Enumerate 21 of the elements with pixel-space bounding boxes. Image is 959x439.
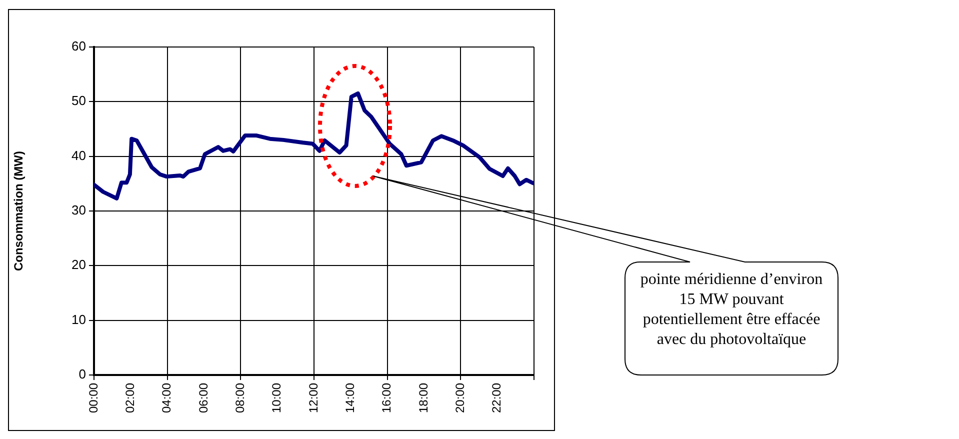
x-tick-label: 14:00 xyxy=(342,382,357,414)
x-tick-label: 04:00 xyxy=(160,382,174,414)
y-tick-label: 40 xyxy=(72,148,86,163)
x-tick-label: 22:00 xyxy=(490,382,504,414)
y-tick-label: 60 xyxy=(72,38,86,54)
y-tick-label: 50 xyxy=(72,93,86,108)
x-tick-label: 16:00 xyxy=(380,382,394,414)
x-tick-label: 08:00 xyxy=(232,382,247,414)
y-tick-label: 10 xyxy=(72,312,86,327)
x-tick-label: 20:00 xyxy=(452,382,467,414)
x-tick-label: 18:00 xyxy=(416,382,430,414)
y-axis-title: Consommation (MW) xyxy=(12,151,26,271)
x-tick-label: 06:00 xyxy=(196,382,210,414)
y-tick-label: 20 xyxy=(72,257,86,272)
x-tick-label: 12:00 xyxy=(306,382,320,414)
x-tick-label: 02:00 xyxy=(122,382,137,414)
x-tick-label: 10:00 xyxy=(270,382,284,414)
text: pointe méridienne d’environ 15 MW pouvant potentiellement être effacée avec du photovoltaïque xyxy=(639,270,824,350)
x-tick-label: 00:00 xyxy=(86,382,100,414)
y-tick-label: 30 xyxy=(72,202,86,218)
y-tick-label: 0 xyxy=(78,366,86,382)
